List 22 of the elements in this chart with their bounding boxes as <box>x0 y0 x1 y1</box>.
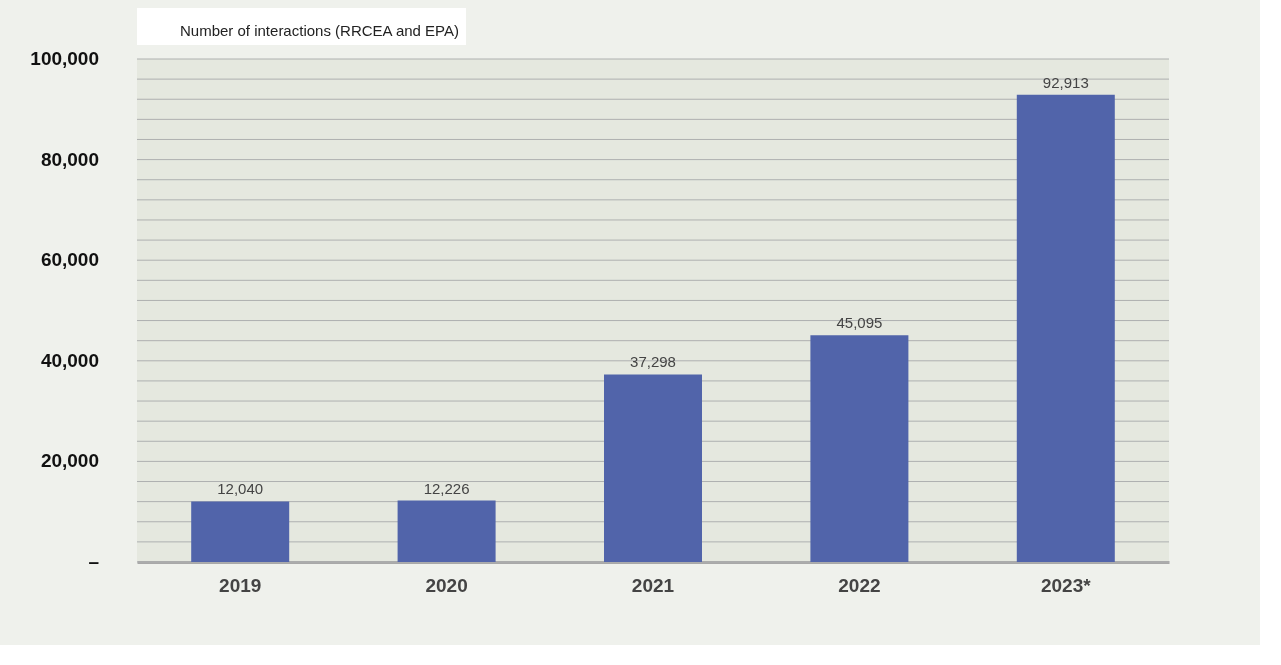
bar <box>810 335 909 562</box>
data-label: 12,040 <box>217 480 264 498</box>
data-label: 92,913 <box>1042 73 1089 91</box>
x-tick-label: 2020 <box>425 574 468 596</box>
data-label: 37,298 <box>630 353 676 371</box>
x-tick-label: 2021 <box>631 574 675 596</box>
bar <box>397 500 496 562</box>
data-label: 45,095 <box>836 314 883 332</box>
y-tick-label: – <box>88 551 99 572</box>
y-tick-label: 80,000 <box>40 148 99 170</box>
x-tick-label: 2023* <box>1040 574 1092 596</box>
x-tick-label: 2022 <box>838 574 881 596</box>
bar <box>191 501 290 562</box>
x-tick-label: 2019 <box>219 574 262 596</box>
bar <box>604 374 702 562</box>
y-tick-label: 60,000 <box>40 249 99 271</box>
data-label: 12,226 <box>423 479 470 497</box>
bar <box>1016 94 1115 562</box>
text: Number of interactions (RRCEA and EPA) <box>180 21 460 39</box>
y-tick-label: 40,000 <box>40 349 99 371</box>
y-tick-label: 100,000 <box>30 48 99 69</box>
y-tick-label: 20,000 <box>40 450 99 472</box>
